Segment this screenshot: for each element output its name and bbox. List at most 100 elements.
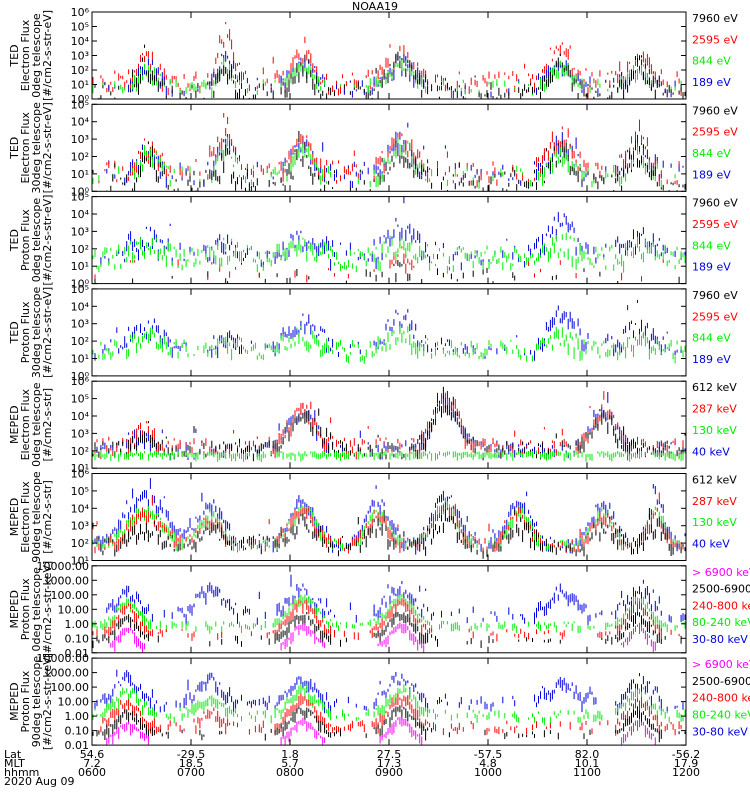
panel-7-series-1 xyxy=(106,574,686,626)
panel-2-legend-1: 7960 eV xyxy=(692,104,738,117)
x-tick-hhmm-1: 0700 xyxy=(177,766,205,779)
panel-1-frame xyxy=(91,11,687,100)
panel-4-ytick-label-4: 10⁴ xyxy=(71,300,90,313)
x-tick-hhmm-4: 1000 xyxy=(474,766,502,779)
panel-8-ytick-label-5: 1000.00 xyxy=(44,667,90,680)
panel-7-ytick-label-2: 1.00 xyxy=(65,618,90,631)
panel-2-series-2 xyxy=(98,113,680,188)
panel-8-series-5 xyxy=(106,716,656,746)
panel-8-legend-3: 240-800 ke xyxy=(692,692,750,705)
panel-6-ytick-label-1: 10² xyxy=(71,537,89,550)
panel-8-series-4-trace xyxy=(92,705,686,743)
panel-8-series-3 xyxy=(100,693,682,736)
panel-8-ylabel-line-1: MEPED xyxy=(8,682,21,721)
panel-8-series-5-trace xyxy=(106,716,656,746)
panel-8-series-1-trace xyxy=(94,669,684,716)
panel-5-ylabel-line-3: 0deg telescope xyxy=(30,382,43,467)
panel-4-ytick-label-0: 10⁰ xyxy=(71,370,90,383)
panel-6-legend-2: 287 keV xyxy=(692,495,737,508)
panel-7-ylabel-line-1: MEPED xyxy=(8,590,21,629)
x-row-label-hhmm: hhmm xyxy=(4,766,39,779)
panel-1-ytick-label-4: 10⁴ xyxy=(71,35,90,48)
panel-6-ylabel-line-3: 90deg telescope xyxy=(30,471,43,563)
panel-7-ytick-label-1: 0.10 xyxy=(65,632,90,645)
x-row-label-mlt: MLT xyxy=(4,757,25,770)
panel-5-ylabel-line-1: MEPED xyxy=(8,405,21,444)
panel-1-series-3 xyxy=(92,58,682,99)
panel-4-series-1-trace xyxy=(94,299,682,361)
panel-4-ylabel-line-2: Proton Flux xyxy=(19,301,32,363)
x-tick-mlt-4: 4.8 xyxy=(479,757,497,770)
panel-4-ytick-label-3: 10³ xyxy=(71,318,89,331)
x-tick-hhmm-0: 0600 xyxy=(78,766,106,779)
panel-6-legend-4: 40 keV xyxy=(692,538,730,551)
x-tick-lat-5: 82.0 xyxy=(575,748,600,761)
panel-1-ylabel-line-1: TED xyxy=(8,44,21,67)
panel-8-ytick-label-6: 10000.00 xyxy=(37,652,90,665)
panel-7-ytick-label-4: 100.00 xyxy=(51,589,90,602)
panel-3-ytick-label-4: 10⁴ xyxy=(71,208,90,221)
x-tick-mlt-0: 7.2 xyxy=(83,757,101,770)
panel-8-frame xyxy=(91,657,687,746)
panel-4-legend-3: 844 eV xyxy=(692,332,731,345)
panel-8-ylabel-line-2: Proton Flux xyxy=(19,670,32,732)
panel-1-series-3-trace xyxy=(92,58,682,99)
panel-1-series-1 xyxy=(92,22,682,99)
panel-2-series-4-trace xyxy=(92,131,686,192)
panel-5-ytick-label-3: 10⁴ xyxy=(71,410,90,423)
panel-3-legend-2: 2595 eV xyxy=(692,218,738,231)
panel-6-ylabel-line-4: [#/cm2-s-str] xyxy=(41,480,54,554)
panel-5-ytick-label-5: 10⁶ xyxy=(71,375,90,388)
panel-3-ytick-label-5: 10⁵ xyxy=(71,191,89,204)
panel-7-ytick-label-6: 10000.00 xyxy=(37,560,90,573)
panel-3-frame xyxy=(91,196,687,285)
panel-5-ytick-label-2: 10³ xyxy=(71,427,89,440)
panel-2-ytick-label-3: 10³ xyxy=(71,133,89,146)
panel-8-series-2 xyxy=(92,683,686,726)
panel-5-series-3 xyxy=(92,386,686,462)
panel-2-ytick-label-2: 10² xyxy=(71,151,89,164)
panel-4-ylabel-line-4: [#/cm2-s-str-eV] xyxy=(41,287,54,378)
x-tick-hhmm-6: 1200 xyxy=(672,766,700,779)
panel-1-series-1-trace xyxy=(92,22,682,99)
panel-5-series-1-trace xyxy=(94,391,686,461)
panel-5-series-2 xyxy=(94,391,684,461)
panel-5-series-4-trace xyxy=(92,450,686,463)
panel-2-ylabel-line-3: 30deg telescope xyxy=(30,102,43,194)
panel-2-legend-3: 844 eV xyxy=(692,147,731,160)
panel-1-ylabel-line-3: 0deg telescope xyxy=(30,13,43,98)
panel-1-ylabel-line-2: Electron Flux xyxy=(19,19,32,91)
panel-3-ylabel-line-1: TED xyxy=(8,229,21,252)
panel-5-ytick-label-1: 10² xyxy=(71,445,89,458)
panel-7-series-1-trace xyxy=(106,574,686,626)
panel-7-legend-2: 2500-6900 xyxy=(692,583,750,596)
panel-8-ylabel-line-4: [#/cm2-s-str-keV] xyxy=(41,653,54,750)
panel-8-legend-5: 30-80 keV xyxy=(692,725,748,738)
panel-8-ylabel-line-3: 90deg telescope xyxy=(30,656,43,748)
panel-3-series-1-trace xyxy=(94,196,686,271)
panel-4-series-2 xyxy=(92,326,686,364)
panel-2-frame xyxy=(91,103,687,192)
panel-2-ytick-label-1: 10¹ xyxy=(71,168,89,181)
panel-5-legend-3: 130 keV xyxy=(692,424,737,437)
panel-2-legend-4: 189 eV xyxy=(692,168,731,181)
panel-5-legend-4: 40 keV xyxy=(692,445,730,458)
panel-7-series-5 xyxy=(110,622,656,653)
panel-5-ytick-label-0: 10¹ xyxy=(71,462,89,475)
panel-1-ylabel-line-4: [#/cm2-s-str-eV] xyxy=(41,10,54,101)
panel-8-ytick-label-3: 10.00 xyxy=(58,696,90,709)
panel-6-ylabel-line-1: MEPED xyxy=(8,498,21,537)
panel-1-ytick-label-3: 10³ xyxy=(71,50,89,63)
panel-1-ytick-label-6: 10⁶ xyxy=(71,6,90,19)
panel-2-series-1 xyxy=(106,122,684,190)
panel-3-series-2 xyxy=(94,254,680,284)
panel-6-ytick-label-0: 10¹ xyxy=(71,555,89,568)
chart-title: NOAA19 xyxy=(352,0,398,13)
panel-5-frame xyxy=(91,380,687,469)
x-tick-mlt-2: 5.7 xyxy=(281,757,299,770)
panel-7-series-4-trace xyxy=(92,611,682,649)
panel-5-ylabel-line-4: [#/cm2-s-str] xyxy=(41,388,54,462)
panel-7-legend-3: 240-800 ke xyxy=(692,599,750,612)
panel-4-ylabel-line-3: 30deg telescope xyxy=(30,286,43,378)
panel-5-series-3-trace xyxy=(92,386,686,462)
